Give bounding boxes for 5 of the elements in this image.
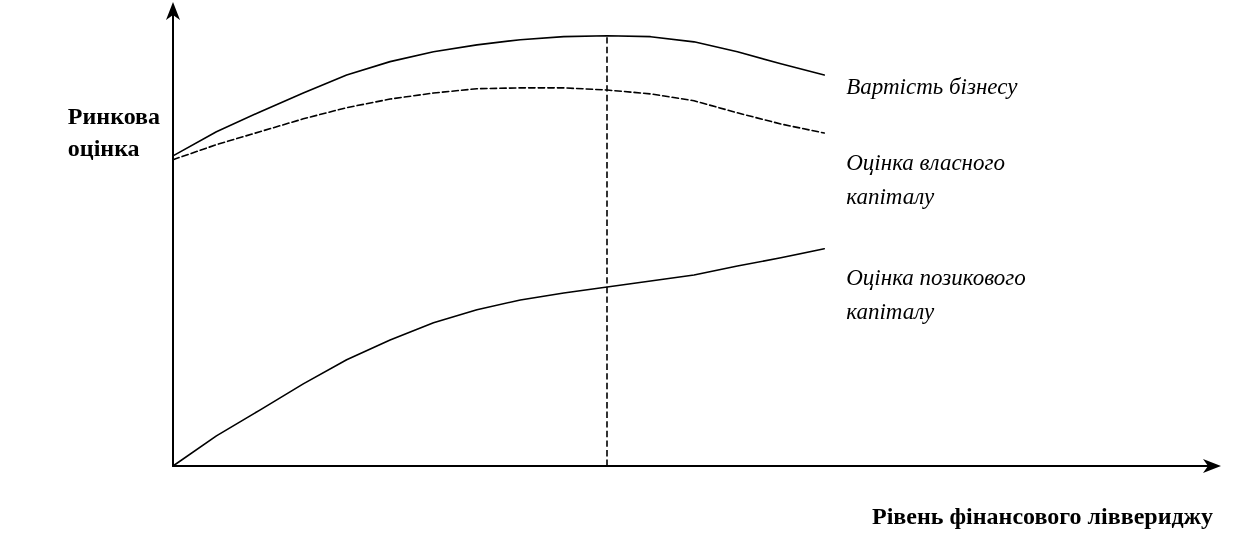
series-label: Вартість бізнесу [846, 74, 1019, 100]
y-axis-title: Ринкова оцінка [67, 103, 161, 161]
series-label: Оцінка позикового капіталу [846, 265, 1026, 325]
x-axis-title: Рівень фінансового ліввериджу [872, 503, 1213, 529]
series-label: Оцінка власного капіталу [846, 149, 1005, 209]
